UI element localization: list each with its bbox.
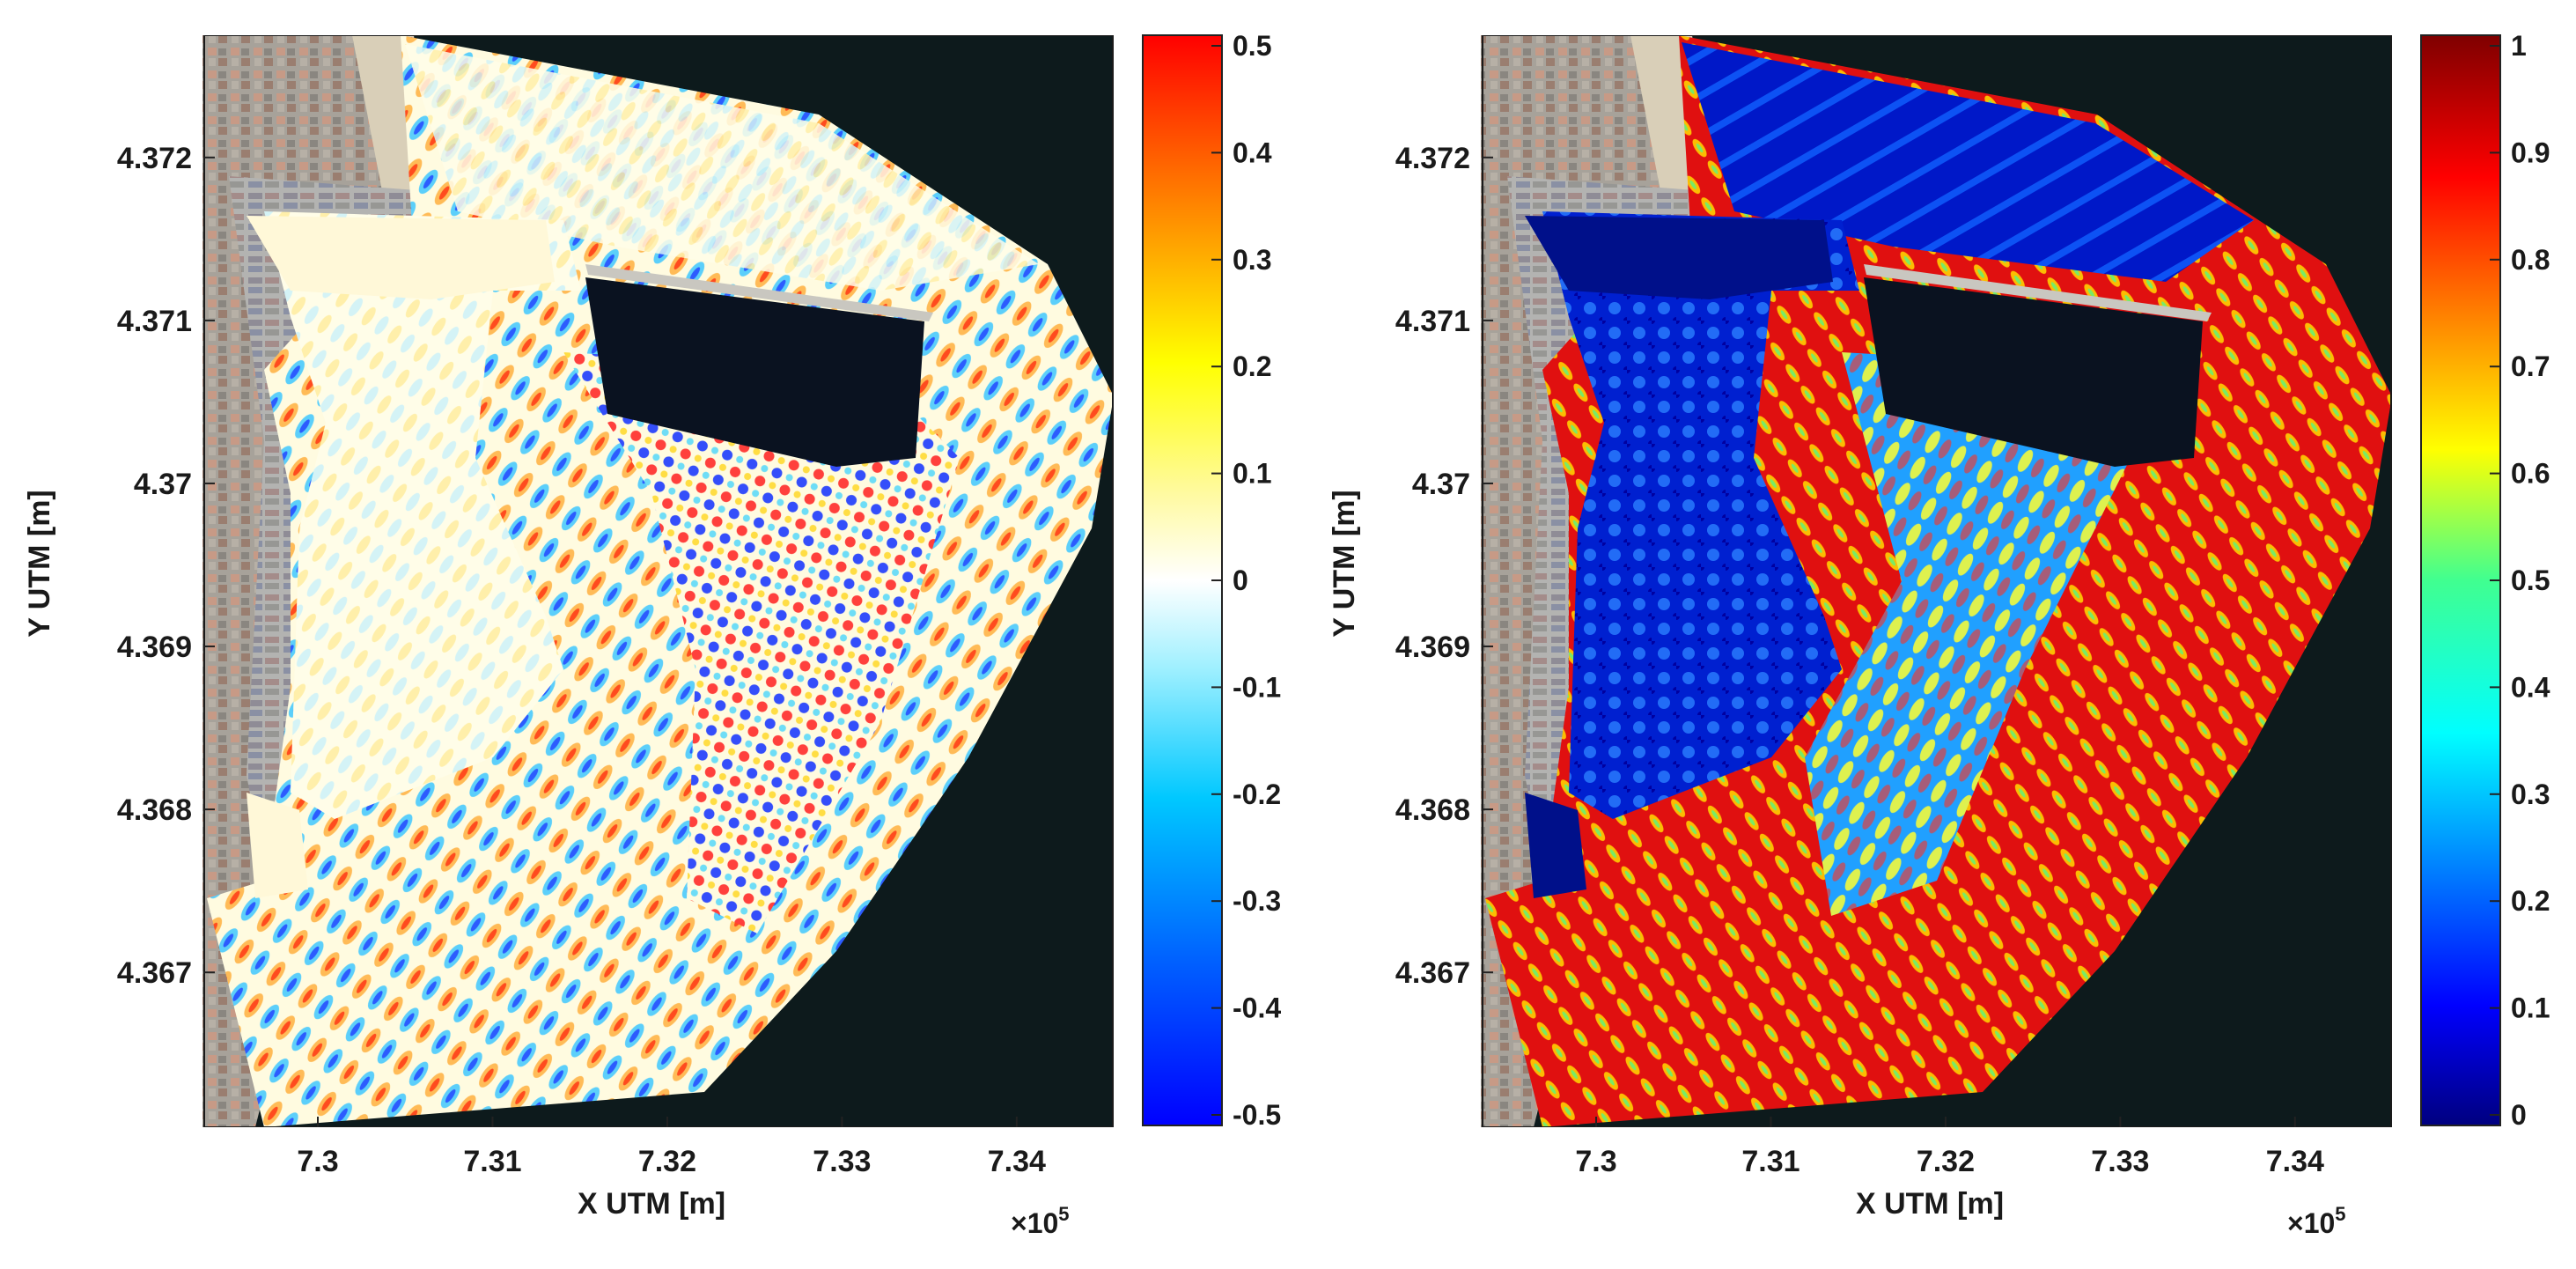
y-tick-label: 4.37 — [134, 468, 192, 501]
y-tick-label: 4.368 — [117, 793, 192, 827]
right-y-ticks: 4.372 4.371 4.37 4.369 4.368 4.367 — [1395, 142, 1493, 990]
y-tick-label: 4.367 — [1395, 956, 1470, 990]
x-tick-label: 7.32 — [638, 1145, 696, 1178]
inner-dock-calm — [247, 216, 555, 299]
colorbar-tick-label: 0.5 — [1233, 30, 1271, 62]
right-x-axis-label: X UTM [m] — [1856, 1187, 2004, 1221]
colorbar-tick-label: 0.3 — [1233, 244, 1271, 276]
x-tick-label: 7.3 — [297, 1145, 338, 1178]
y-tick-label: 4.372 — [117, 142, 192, 175]
right-y-axis-label: Y UTM [m] — [1328, 490, 1361, 637]
left-x-axis-label: X UTM [m] — [578, 1187, 725, 1221]
left-x-ticks: 7.3 7.31 7.32 7.33 7.34 — [297, 1117, 1046, 1178]
colorbar-tick-label: 0.1 — [2511, 992, 2550, 1024]
right-colorbar — [2420, 34, 2501, 1126]
right-colorbar-ticks: 1 0.9 0.8 0.7 0.6 0.5 0.4 0.3 0.2 0.1 0 — [2490, 30, 2550, 1131]
y-tick-label: 4.368 — [1395, 793, 1470, 827]
right-x-exponent: ×105 — [2287, 1203, 2346, 1239]
right-map-panel — [1481, 35, 2392, 1127]
left-axes-frame — [203, 35, 1114, 1127]
south-dock-calm — [1525, 793, 1586, 898]
colorbar-tick-label: 0.4 — [2511, 671, 2550, 703]
wave-field-entrance — [1805, 352, 2150, 916]
x-tick-label: 7.34 — [2266, 1145, 2324, 1178]
colorbar-tick-label: 0.6 — [2511, 458, 2550, 490]
dark-basin — [1864, 277, 2203, 467]
colorbar-tick-label: 0.9 — [2511, 136, 2550, 168]
colorbar-tick-label: -0.3 — [1233, 885, 1281, 917]
dark-basin — [585, 277, 924, 467]
y-tick-label: 4.369 — [1395, 631, 1470, 664]
y-tick-label: 4.367 — [117, 956, 192, 990]
colorbar-tick-label: 0.8 — [2511, 244, 2550, 276]
colorbar-tick-label: 0.7 — [2511, 350, 2550, 382]
x-tick-label: 7.34 — [988, 1145, 1046, 1178]
wave-field-inner-basin — [264, 211, 581, 819]
colorbar-tick-label: -0.1 — [1233, 671, 1281, 703]
right-x-ticks: 7.3 7.31 7.32 7.33 7.34 — [1575, 1117, 2324, 1178]
x-tick-label: 7.31 — [1741, 1145, 1800, 1178]
x-tick-label: 7.33 — [813, 1145, 871, 1178]
left-y-axis-label: Y UTM [m] — [23, 490, 56, 637]
wave-field-inner-basin — [1542, 211, 1859, 819]
inner-dock-calm — [1525, 216, 1833, 299]
x-tick-label: 7.31 — [463, 1145, 521, 1178]
left-colorbar-ticks: 0.5 0.4 0.3 0.2 0.1 0 -0.1 -0.2 -0.3 -0.4 -0.5 — [1211, 30, 1281, 1131]
y-tick-label: 4.371 — [117, 305, 192, 338]
y-tick-label: 4.37 — [1412, 468, 1470, 501]
colorbar-tick-label: 0.2 — [2511, 885, 2550, 917]
colorbar-tick-label: 0 — [2511, 1099, 2527, 1131]
y-tick-label: 4.371 — [1395, 305, 1470, 338]
x-tick-label: 7.32 — [1917, 1145, 1975, 1178]
breakwater — [585, 264, 933, 321]
colorbar-tick-label: -0.2 — [1233, 778, 1281, 810]
colorbar-tick-label: 0.4 — [1233, 136, 1272, 168]
colorbar-tick-label: -0.4 — [1233, 992, 1281, 1024]
colorbar-tick-label: 0.3 — [2511, 778, 2550, 810]
y-tick-label: 4.369 — [117, 631, 192, 664]
colorbar-tick-label: 0.2 — [1233, 350, 1271, 382]
left-x-exponent: ×105 — [1011, 1203, 1070, 1239]
y-tick-label: 4.372 — [1395, 142, 1470, 175]
colorbar-tick-label: 1 — [2511, 30, 2527, 62]
colorbar-tick-label: -0.5 — [1233, 1099, 1281, 1131]
colorbar-tick-label: 0.5 — [2511, 564, 2550, 596]
breakwater — [1864, 264, 2212, 321]
colorbar-tick-label: 0.1 — [1233, 458, 1271, 490]
right-axes-frame — [1482, 35, 2392, 1127]
x-tick-label: 7.33 — [2091, 1145, 2149, 1178]
left-y-ticks: 4.372 4.371 4.37 4.369 4.368 4.367 — [117, 142, 215, 990]
x-tick-label: 7.3 — [1575, 1145, 1616, 1178]
colorbar-tick-label: 0 — [1233, 564, 1248, 596]
wave-field-entrance — [563, 352, 960, 933]
left-map-panel — [202, 35, 1114, 1127]
left-colorbar — [1142, 34, 1223, 1126]
south-dock-calm — [247, 793, 308, 898]
